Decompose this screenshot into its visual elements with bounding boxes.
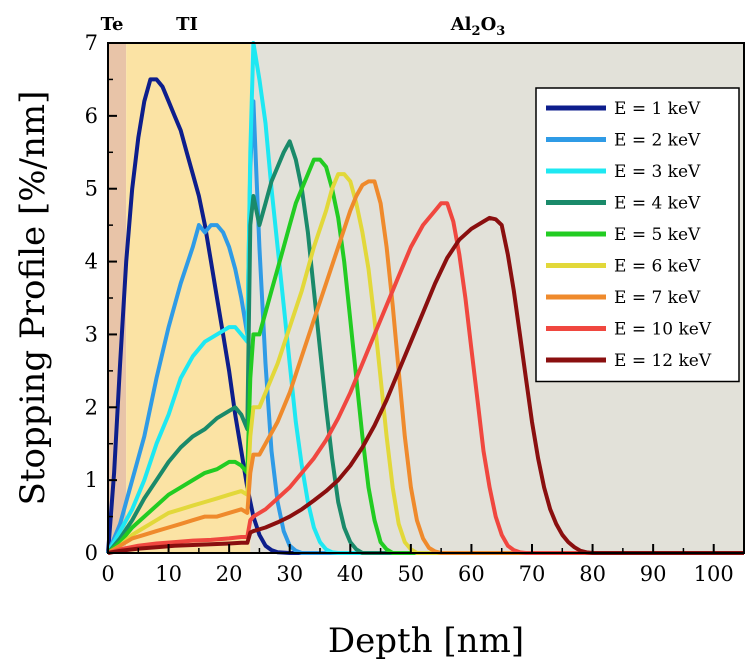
series-line-6 [106,179,744,555]
x-tick-label: 40 [337,562,364,586]
legend-entry: E = 7 keV [614,288,701,308]
layer-region-0 [108,43,127,553]
tick-labels: 0 10 20 30 40 50 60 70 80 90 100 0 1 2 3 4 5 6 7 [85,31,734,586]
x-tick-label: 20 [216,562,243,586]
x-tick-label: 30 [276,562,303,586]
y-tick-label: 5 [85,177,98,201]
legend-entry: E = 12 keV [614,351,712,371]
y-tick-label: 4 [85,250,98,274]
series-line-8 [107,215,744,555]
x-tick-label: 80 [579,562,606,586]
y-axis-title: Stopping Profile [%/nm] [13,91,53,506]
layer-label-al2o3: Al2O3 [450,14,506,39]
y-tick-label: 1 [85,468,98,492]
x-tick-label: 100 [694,562,734,586]
series-line-0 [106,77,744,555]
y-tick-label: 2 [85,395,98,419]
layer-labels: Te TI Al2O3 [101,14,506,39]
x-axis-title: Depth [nm] [328,621,524,661]
axis-ticks [107,42,715,554]
legend-entry: E = 5 keV [614,225,701,245]
x-tick-label: 50 [397,562,424,586]
series-line-4 [106,157,744,555]
y-tick-label: 3 [85,322,98,346]
series-line-5 [106,172,744,555]
x-tick-label: 70 [519,562,546,586]
legend-entry: E = 1 keV [614,99,701,119]
y-tick-label: 7 [85,31,98,55]
legend-entry: E = 10 keV [614,320,712,340]
legend-entry: E = 4 keV [614,194,701,214]
series-line-7 [107,201,744,555]
series-line-3 [106,139,744,555]
x-tick-label: 60 [458,562,485,586]
legend-entry: E = 3 keV [614,162,701,182]
y-tick-label: 6 [85,104,98,128]
layer-label-ti: TI [176,14,198,35]
x-tick-label: 0 [101,562,114,586]
x-tick-label: 10 [155,562,182,586]
y-tick-label: 0 [85,541,98,565]
legend: E = 1 keV E = 2 keV E = 3 keV E = 4 keV E = … [535,87,740,383]
layer-label-te: Te [101,14,124,35]
legend-entry: E = 2 keV [614,131,701,151]
series-line-1 [106,99,744,555]
x-tick-label: 90 [640,562,667,586]
legend-entry: E = 6 keV [614,257,701,277]
